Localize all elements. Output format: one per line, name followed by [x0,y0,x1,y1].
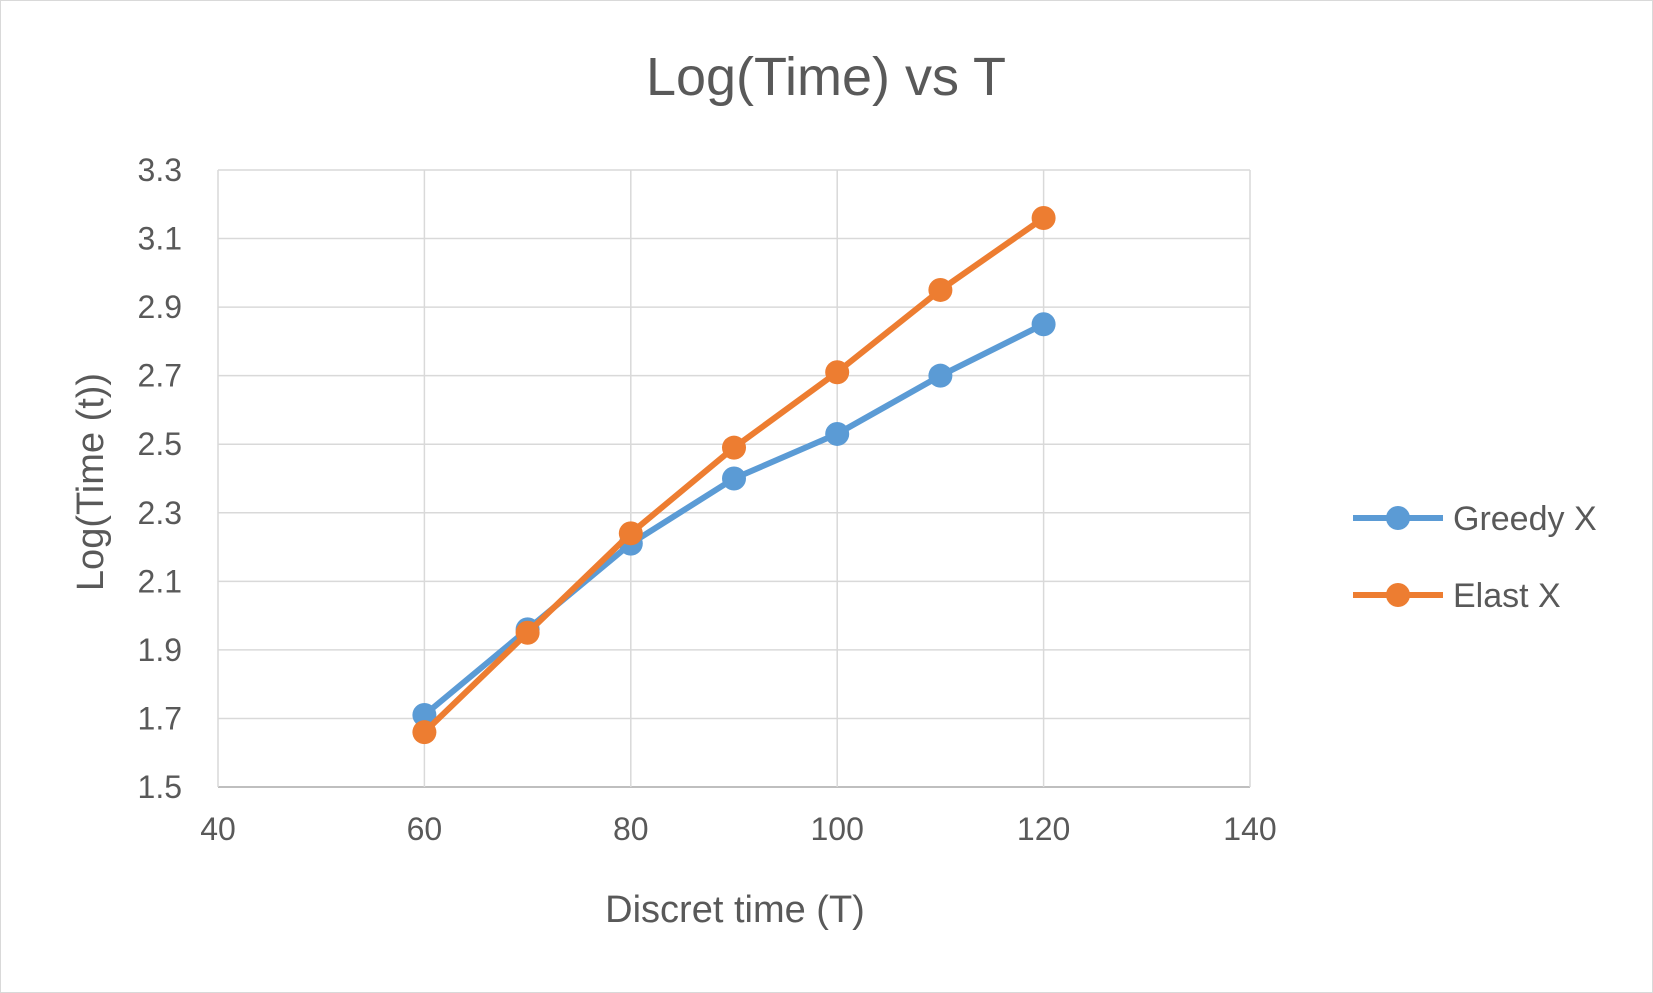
y-tick-label: 2.1 [138,563,182,599]
data-point [825,360,850,385]
y-tick-label: 1.9 [138,632,182,668]
data-point [1031,312,1056,337]
y-tick-labels: 1.5 1.7 1.9 2.1 2.3 2.5 2.7 2.9 3.1 3.3 [138,152,182,805]
x-tick-label: 40 [200,811,236,847]
data-point [618,521,643,546]
legend-item: Greedy X [1353,500,1597,538]
y-tick-label: 1.5 [138,769,182,805]
legend-marker [1386,583,1410,607]
y-tick-label: 2.3 [138,495,182,531]
data-point [412,720,437,745]
y-tick-label: 3.1 [138,221,182,257]
data-point [928,277,953,302]
data-point [515,620,540,645]
data-point [722,466,746,491]
series-elast-x [412,205,1056,745]
legend-item: Elast X [1353,577,1561,615]
x-tick-label: 80 [613,811,649,847]
x-tick-label: 140 [1223,811,1276,847]
x-tick-labels: 40 60 80 100 120 140 [200,811,1276,847]
y-tick-label: 3.3 [138,152,182,188]
x-tick-label: 100 [811,811,864,847]
legend-label: Greedy X [1453,500,1597,538]
legend-label: Elast X [1453,577,1561,615]
data-point [825,421,850,446]
x-tick-label: 60 [407,811,443,847]
data-point [722,435,746,460]
plot-series [412,205,1056,745]
series-greedy-x [412,312,1056,728]
x-axis-title: Discret time (T) [605,889,865,931]
y-tick-label: 2.7 [138,358,182,394]
chart-title: Log(Time) vs T [646,47,1006,107]
gridlines [217,169,1251,788]
y-axis-title: Log(Time (t)) [70,373,112,591]
legend: Greedy X Elast X [1353,500,1597,615]
y-tick-label: 1.7 [138,700,182,736]
legend-marker [1386,506,1410,530]
y-tick-label: 2.5 [138,426,182,462]
data-point [412,703,437,728]
data-point [1031,205,1056,230]
x-tick-label: 120 [1017,811,1070,847]
y-tick-label: 2.9 [138,289,182,325]
series-line [421,321,1047,718]
data-point [928,363,953,388]
